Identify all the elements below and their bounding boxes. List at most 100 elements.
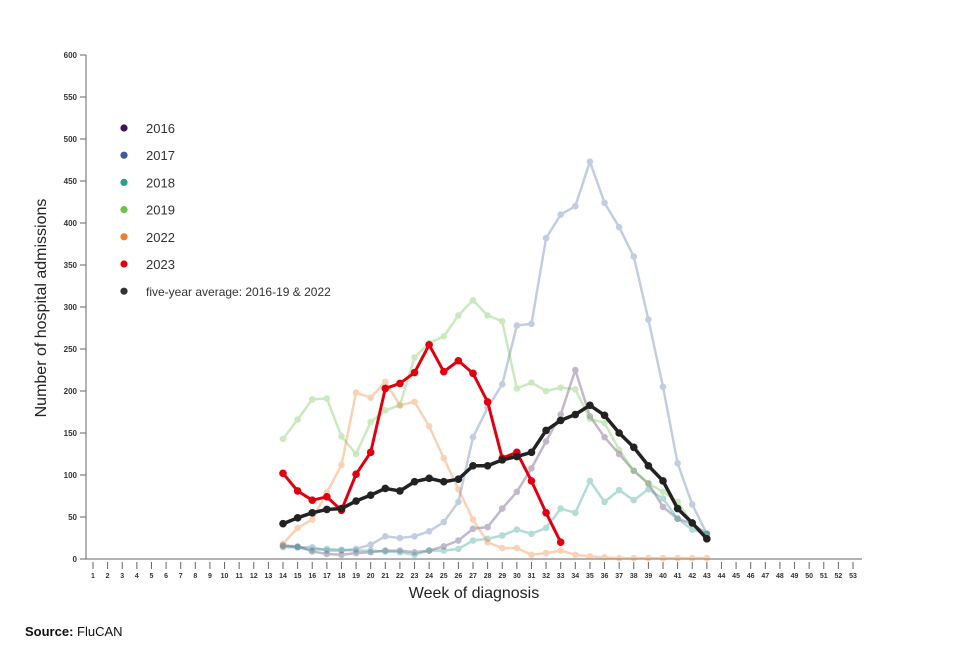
data-point (659, 495, 667, 502)
data-point (338, 461, 345, 469)
x-tick-label: 5 (150, 573, 154, 580)
data-point (601, 498, 608, 506)
data-point (528, 551, 535, 559)
y-tick-label: 550 (64, 93, 78, 102)
legend-item: 2022 (120, 230, 175, 245)
data-point (367, 548, 374, 556)
data-point (425, 547, 433, 554)
x-tick-label: 22 (396, 573, 404, 580)
data-point (367, 547, 374, 554)
data-point (294, 543, 301, 550)
source-label: Source: (25, 624, 74, 639)
data-point (396, 401, 404, 409)
data-point (513, 544, 521, 552)
data-point (411, 354, 418, 361)
data-point (396, 379, 404, 388)
data-point (455, 485, 462, 493)
data-point (659, 503, 667, 511)
data-point (513, 526, 521, 533)
data-point (586, 553, 594, 560)
data-point (601, 554, 608, 561)
x-tick-label: 9 (208, 573, 212, 580)
y-tick-label: 0 (73, 555, 78, 564)
data-point (440, 518, 448, 526)
data-point (381, 384, 390, 393)
x-tick-label: 2 (106, 573, 110, 580)
data-point (352, 545, 360, 553)
x-tick-label: 21 (381, 573, 389, 580)
legend-label: 2023 (146, 257, 175, 272)
data-point (572, 551, 579, 559)
data-point (586, 415, 594, 423)
legend-item: five-year average: 2016-19 & 2022 (120, 285, 331, 299)
data-point (308, 546, 316, 554)
legend-label: 2019 (146, 203, 175, 218)
data-point (557, 384, 564, 391)
data-point (542, 509, 550, 517)
x-tick-label: 4 (135, 573, 139, 580)
data-point (367, 418, 374, 426)
data-point (630, 467, 638, 475)
x-tick-label: 7 (179, 573, 183, 580)
data-point (308, 516, 316, 523)
x-tick-label: 38 (630, 573, 638, 580)
y-tick-label: 500 (64, 135, 78, 144)
data-point (688, 519, 697, 527)
y-tick-label: 350 (64, 261, 78, 270)
data-point (469, 296, 477, 304)
data-point (396, 547, 404, 554)
x-tick-label: 25 (440, 573, 448, 580)
legend-item: 2023 (120, 257, 175, 272)
data-point (557, 505, 564, 512)
data-point (294, 543, 301, 551)
x-tick-label: 1 (91, 573, 95, 580)
x-tick-label: 41 (674, 573, 682, 580)
data-point (294, 524, 301, 532)
legend-label: five-year average: 2016-19 & 2022 (146, 285, 331, 299)
data-point (411, 533, 418, 540)
data-point (659, 488, 667, 496)
data-point (586, 412, 594, 420)
data-point (352, 549, 360, 557)
data-point (294, 543, 301, 551)
data-point (396, 401, 404, 409)
series-five-year-average-2016-19-2022 (279, 401, 711, 543)
data-point (455, 537, 462, 544)
data-point (572, 202, 579, 210)
y-tick-label: 300 (64, 303, 78, 312)
data-point (410, 368, 419, 377)
x-tick-label: 23 (411, 573, 419, 580)
data-point (323, 395, 331, 402)
data-point (411, 398, 418, 406)
data-point (425, 341, 433, 349)
x-tick-label: 27 (469, 573, 477, 580)
data-point (279, 435, 287, 443)
x-tick-label: 51 (820, 573, 828, 580)
data-point (455, 312, 462, 319)
data-point (469, 537, 477, 544)
data-point (629, 443, 638, 452)
data-point (615, 429, 623, 437)
data-point (615, 446, 623, 454)
x-tick-label: 53 (849, 573, 857, 580)
series-2022 (279, 378, 711, 562)
data-point (645, 554, 652, 562)
data-point (572, 509, 579, 517)
x-tick-label: 36 (601, 573, 609, 580)
data-point (382, 378, 389, 386)
data-point (381, 484, 390, 493)
data-point (659, 477, 667, 485)
data-point (615, 554, 623, 562)
data-point (688, 526, 696, 533)
x-tick-label: 33 (557, 573, 565, 580)
data-point (293, 514, 302, 522)
data-point (396, 487, 404, 495)
data-point (572, 366, 579, 374)
data-point (352, 470, 360, 478)
data-point (615, 450, 623, 458)
data-point (323, 493, 331, 501)
legend-item: 2016 (120, 121, 175, 136)
legend-marker-icon (120, 178, 128, 186)
x-tick-label: 3 (120, 573, 124, 580)
data-point (513, 385, 521, 392)
